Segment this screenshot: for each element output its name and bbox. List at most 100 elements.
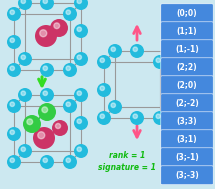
Circle shape	[74, 116, 88, 130]
FancyBboxPatch shape	[161, 4, 213, 23]
Circle shape	[55, 123, 61, 129]
FancyBboxPatch shape	[161, 94, 213, 113]
Text: (0;0): (0;0)	[177, 9, 197, 18]
Circle shape	[66, 10, 71, 15]
Circle shape	[7, 35, 21, 49]
Circle shape	[43, 66, 48, 70]
Circle shape	[54, 23, 60, 29]
Circle shape	[10, 130, 14, 135]
Circle shape	[133, 114, 137, 119]
Circle shape	[66, 66, 71, 70]
Circle shape	[77, 27, 81, 32]
Circle shape	[27, 119, 33, 125]
Circle shape	[77, 91, 81, 95]
Circle shape	[43, 158, 48, 163]
Circle shape	[66, 102, 71, 106]
Circle shape	[43, 0, 48, 3]
Text: (2;0): (2;0)	[177, 81, 197, 90]
Circle shape	[167, 47, 172, 51]
Circle shape	[77, 147, 81, 152]
Circle shape	[156, 114, 160, 119]
Circle shape	[7, 127, 21, 141]
Circle shape	[77, 119, 81, 123]
Circle shape	[63, 155, 77, 169]
Text: rank = 1: rank = 1	[109, 152, 145, 160]
Circle shape	[21, 91, 26, 95]
FancyBboxPatch shape	[161, 22, 213, 41]
Circle shape	[18, 0, 32, 10]
Circle shape	[100, 114, 104, 119]
Circle shape	[10, 102, 14, 106]
Circle shape	[18, 144, 32, 158]
Text: (3;1): (3;1)	[177, 135, 197, 144]
Circle shape	[10, 158, 14, 163]
Circle shape	[40, 0, 54, 10]
FancyBboxPatch shape	[161, 112, 213, 131]
Circle shape	[156, 58, 160, 63]
Circle shape	[10, 38, 14, 43]
Circle shape	[7, 7, 21, 21]
Circle shape	[97, 83, 111, 97]
Circle shape	[153, 111, 167, 125]
Circle shape	[42, 107, 48, 113]
Circle shape	[7, 155, 21, 169]
Circle shape	[7, 63, 21, 77]
Circle shape	[100, 58, 104, 63]
Circle shape	[21, 55, 26, 60]
Circle shape	[43, 91, 48, 95]
Circle shape	[74, 144, 88, 158]
Circle shape	[74, 0, 88, 10]
Circle shape	[21, 147, 26, 152]
Circle shape	[77, 0, 81, 3]
Circle shape	[40, 30, 47, 37]
FancyBboxPatch shape	[161, 130, 213, 149]
Circle shape	[164, 44, 178, 58]
Circle shape	[130, 111, 144, 125]
Circle shape	[10, 66, 14, 70]
FancyBboxPatch shape	[161, 76, 213, 95]
FancyBboxPatch shape	[161, 58, 213, 77]
FancyBboxPatch shape	[161, 40, 213, 59]
FancyBboxPatch shape	[161, 166, 213, 185]
Circle shape	[63, 7, 77, 21]
Circle shape	[74, 88, 88, 102]
Circle shape	[74, 24, 88, 38]
Circle shape	[164, 100, 178, 114]
Circle shape	[111, 47, 115, 51]
Circle shape	[35, 25, 57, 47]
Circle shape	[97, 55, 111, 69]
Circle shape	[33, 127, 55, 149]
Circle shape	[74, 52, 88, 66]
Circle shape	[40, 63, 54, 77]
Text: (3;3): (3;3)	[177, 117, 197, 126]
Text: (1;-1): (1;-1)	[175, 45, 199, 54]
Circle shape	[153, 55, 167, 69]
Circle shape	[133, 47, 137, 51]
Circle shape	[97, 111, 111, 125]
Circle shape	[100, 86, 104, 91]
Circle shape	[108, 100, 122, 114]
Circle shape	[111, 103, 115, 108]
Circle shape	[164, 72, 178, 86]
Circle shape	[108, 44, 122, 58]
Circle shape	[18, 52, 32, 66]
FancyBboxPatch shape	[161, 148, 213, 167]
Circle shape	[23, 115, 41, 133]
Circle shape	[130, 44, 144, 58]
Circle shape	[50, 19, 68, 37]
Text: (2;2): (2;2)	[177, 63, 197, 72]
Circle shape	[77, 55, 81, 60]
Circle shape	[7, 99, 21, 113]
Circle shape	[167, 75, 172, 80]
Circle shape	[38, 132, 45, 139]
Circle shape	[63, 99, 77, 113]
Text: (1;1): (1;1)	[177, 27, 197, 36]
Circle shape	[63, 63, 77, 77]
Text: (3;-3): (3;-3)	[175, 171, 199, 180]
Circle shape	[66, 158, 71, 163]
Circle shape	[167, 103, 172, 108]
Circle shape	[10, 10, 14, 15]
Text: (3;-1): (3;-1)	[175, 153, 199, 162]
Circle shape	[38, 103, 56, 121]
Text: (2;-2): (2;-2)	[175, 99, 199, 108]
